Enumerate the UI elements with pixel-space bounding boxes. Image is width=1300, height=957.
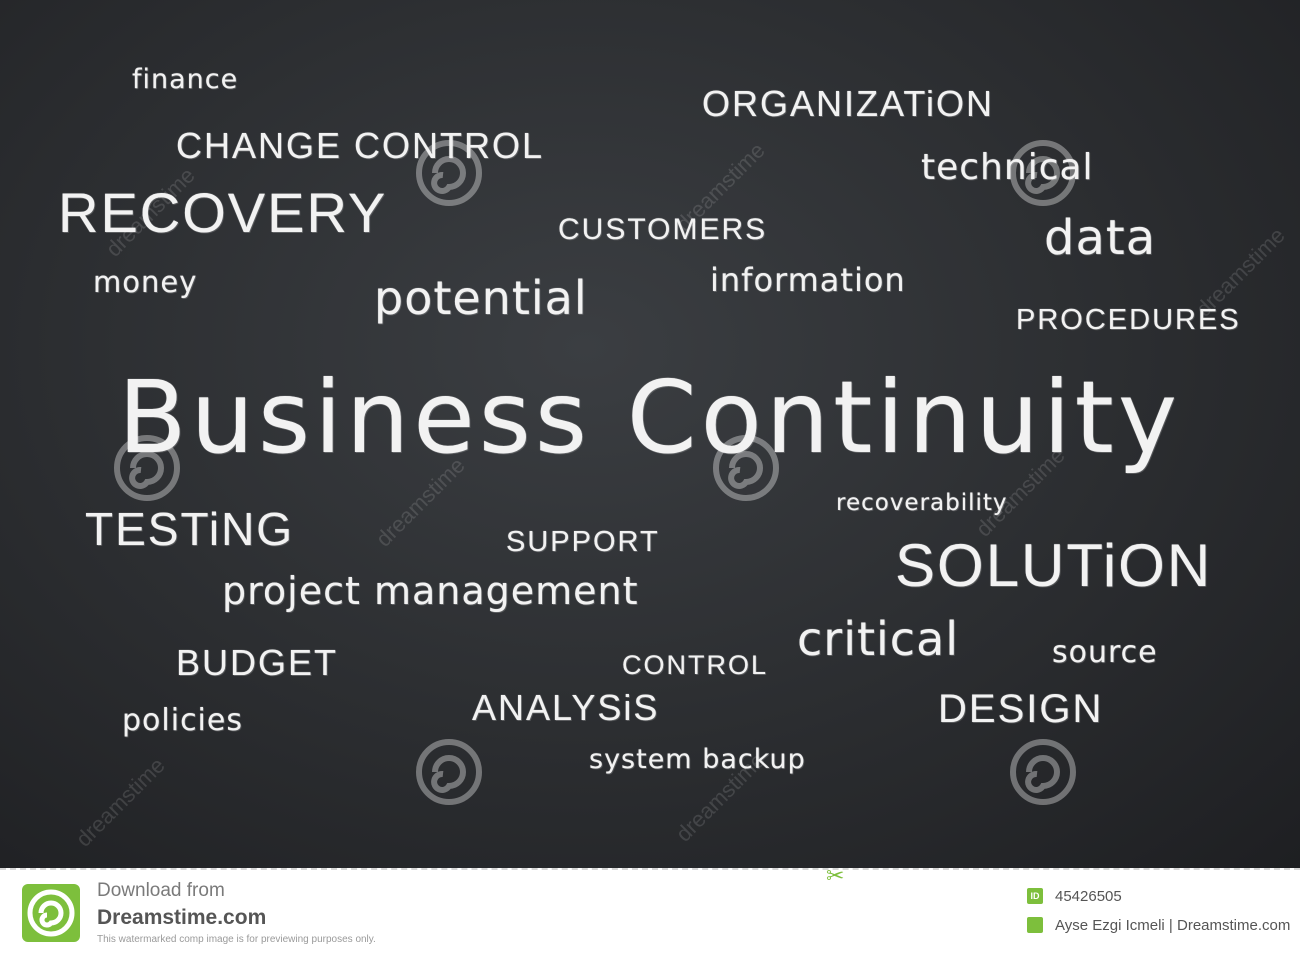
watermark-text: dreamstime bbox=[70, 752, 170, 852]
watermark-spiral-icon bbox=[1007, 736, 1079, 808]
word-system-backup: system backup bbox=[589, 744, 806, 775]
word-solution: SOLUTiON bbox=[895, 532, 1213, 599]
word-organization: ORGANIZATiON bbox=[702, 83, 994, 124]
word-critical: critical bbox=[797, 612, 960, 666]
watermark-spiral-icon bbox=[1007, 137, 1079, 209]
word-data: data bbox=[1044, 210, 1157, 266]
watermark-spiral-icon bbox=[111, 432, 183, 504]
word-budget: BUDGET bbox=[176, 642, 339, 683]
word-finance: finance bbox=[132, 64, 239, 95]
word-technical: technical bbox=[921, 147, 1094, 188]
word-change-control: CHANGE CONTROL bbox=[176, 125, 545, 166]
word-customers: CUSTOMERS bbox=[558, 213, 768, 246]
image-id: 45426505 bbox=[1055, 888, 1122, 905]
word-recoverability: recoverability bbox=[836, 490, 1008, 516]
author-icon bbox=[1027, 917, 1043, 933]
word-analysis: ANALYSiS bbox=[472, 687, 660, 728]
word-potential: potential bbox=[374, 271, 588, 325]
download-from-label: Download from bbox=[97, 880, 225, 901]
word-project-management: project management bbox=[222, 569, 639, 613]
site-name[interactable]: Dreamstime.com bbox=[97, 906, 267, 929]
main-title: Business Continuity bbox=[118, 359, 1182, 476]
word-source: source bbox=[1052, 635, 1158, 670]
word-money: money bbox=[93, 265, 198, 299]
watermark-note: This watermarked comp image is for previ… bbox=[97, 934, 376, 945]
dreamstime-logo-icon bbox=[22, 884, 80, 942]
word-testing: TESTiNG bbox=[85, 503, 295, 555]
word-support: SUPPORT bbox=[506, 526, 660, 558]
word-design: DESIGN bbox=[938, 687, 1104, 731]
word-recovery: RECOVERY bbox=[58, 181, 388, 244]
watermark-spiral-icon bbox=[413, 736, 485, 808]
id-badge-icon: ID bbox=[1027, 888, 1043, 904]
word-control: CONTROL bbox=[622, 650, 769, 680]
watermark-spiral-icon bbox=[413, 137, 485, 209]
word-information: information bbox=[710, 261, 906, 299]
watermark-footer: Download from Dreamstime.com This waterm… bbox=[0, 864, 1300, 957]
author-credit[interactable]: Ayse Ezgi Icmeli | Dreamstime.com bbox=[1055, 917, 1291, 934]
scissors-icon: ✂ bbox=[826, 864, 845, 889]
watermark-spiral-icon bbox=[710, 432, 782, 504]
word-procedures: PROCEDURES bbox=[1016, 304, 1241, 336]
word-policies: policies bbox=[122, 703, 243, 738]
chalkboard-image: dreamstime dreamstime dreamstime dreamst… bbox=[0, 0, 1300, 868]
